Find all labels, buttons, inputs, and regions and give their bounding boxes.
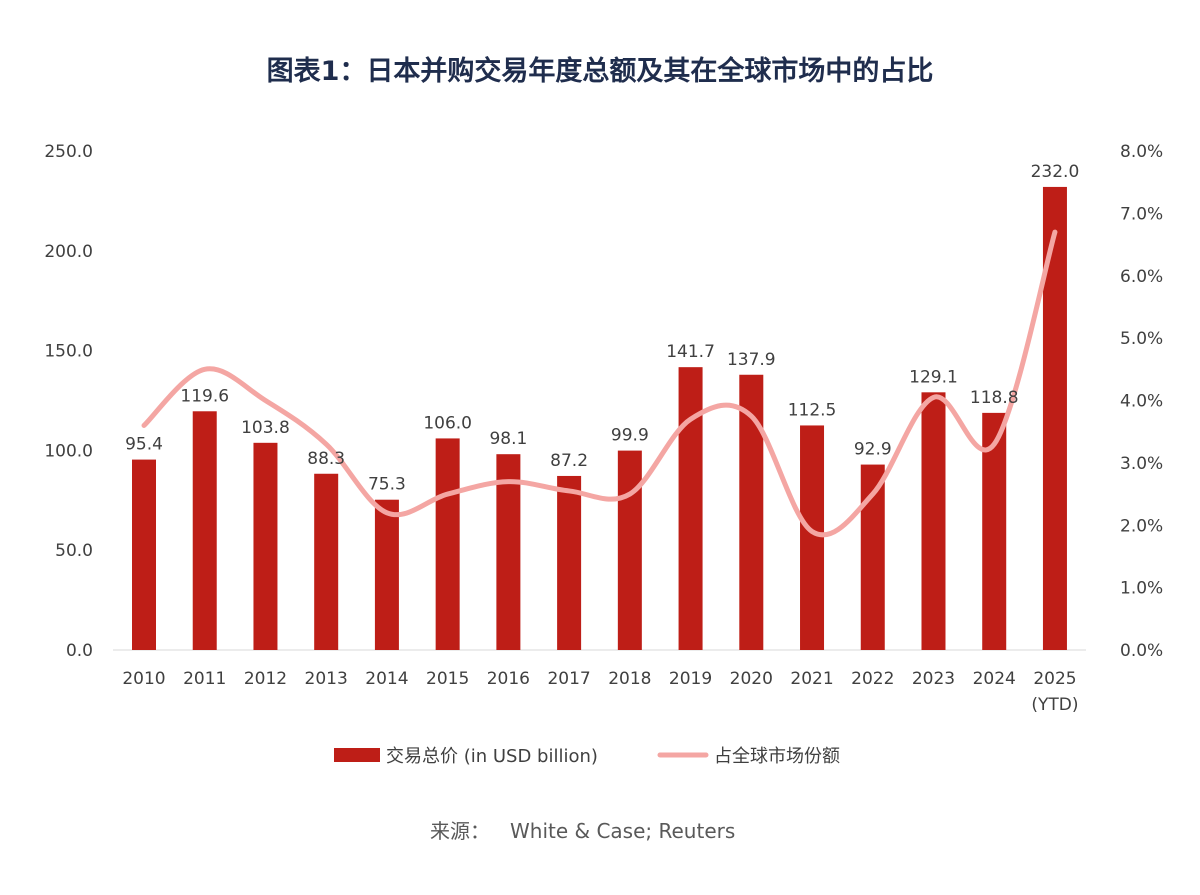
left-tick-label: 100.0 xyxy=(44,441,93,461)
bar xyxy=(921,392,945,650)
left-axis: 0.0 50.0 100.0 150.0 200.0 250.0 xyxy=(44,142,93,661)
bar xyxy=(436,438,460,650)
right-tick-label: 6.0% xyxy=(1120,267,1163,287)
bar xyxy=(193,411,217,650)
bar xyxy=(679,367,703,650)
x-tick-label: 2013 xyxy=(305,669,348,689)
bar xyxy=(557,476,581,650)
right-axis: 0.0% 1.0% 2.0% 3.0% 4.0% 5.0% 6.0% 7.0% 8.0% xyxy=(1120,142,1163,661)
x-tick-label: 2021 xyxy=(790,669,833,689)
x-tick-label: 2010 xyxy=(122,669,165,689)
left-tick-label: 250.0 xyxy=(44,142,93,162)
bar xyxy=(800,425,824,650)
data-label: 92.9 xyxy=(854,440,892,460)
data-label: 129.1 xyxy=(909,367,958,387)
data-label: 112.5 xyxy=(788,400,837,420)
data-label: 137.9 xyxy=(727,350,776,370)
right-tick-label: 4.0% xyxy=(1120,392,1163,412)
right-tick-label: 2.0% xyxy=(1120,516,1163,536)
x-tick-label: 2016 xyxy=(487,669,530,689)
left-tick-label: 50.0 xyxy=(55,541,93,561)
right-tick-label: 0.0% xyxy=(1120,641,1163,661)
source-label: 来源： xyxy=(430,819,490,843)
x-tick-label: 2020 xyxy=(730,669,773,689)
data-label: 95.4 xyxy=(125,435,163,455)
data-label: 141.7 xyxy=(666,342,715,362)
data-label: 232.0 xyxy=(1031,162,1080,182)
right-tick-label: 7.0% xyxy=(1120,204,1163,224)
bar xyxy=(314,474,338,650)
legend: 交易总价 (in USD billion) 占全球市场份额 xyxy=(334,746,840,767)
right-tick-label: 1.0% xyxy=(1120,579,1163,599)
x-tick-label: 2017 xyxy=(547,669,590,689)
x-tick-label: 2012 xyxy=(244,669,287,689)
data-label: 98.1 xyxy=(489,429,527,449)
data-label: 103.8 xyxy=(241,418,290,438)
data-label: 88.3 xyxy=(307,449,345,469)
x-tick-label: 2024 xyxy=(973,669,1016,689)
source-text: White & Case; Reuters xyxy=(510,819,735,843)
x-tick-label: 2025 xyxy=(1033,669,1076,689)
right-tick-label: 5.0% xyxy=(1120,329,1163,349)
x-tick-label: 2019 xyxy=(669,669,712,689)
data-label: 75.3 xyxy=(368,475,406,495)
data-label: 99.9 xyxy=(611,426,649,446)
bar xyxy=(618,451,642,650)
x-tick-label: 2023 xyxy=(912,669,955,689)
left-tick-label: 200.0 xyxy=(44,242,93,262)
data-label: 118.8 xyxy=(970,388,1019,408)
x-tick-label: 2018 xyxy=(608,669,651,689)
legend-swatch-bar xyxy=(334,748,380,762)
data-label: 106.0 xyxy=(423,413,472,433)
legend-label-line: 占全球市场份额 xyxy=(714,746,840,767)
right-tick-label: 3.0% xyxy=(1120,454,1163,474)
bar xyxy=(253,443,277,650)
x-tick-label: 2011 xyxy=(183,669,226,689)
right-tick-label: 8.0% xyxy=(1120,142,1163,162)
left-tick-label: 150.0 xyxy=(44,342,93,362)
data-label: 119.6 xyxy=(180,386,229,406)
x-axis: 2010 2011 2012 2013 2014 2015 2016 2017 2018 2019… xyxy=(122,669,1078,715)
bar xyxy=(132,460,156,650)
x-tick-label: 2015 xyxy=(426,669,469,689)
left-tick-label: 0.0 xyxy=(66,641,93,661)
legend-label-bar: 交易总价 (in USD billion) xyxy=(386,746,598,767)
x-tick-label: 2022 xyxy=(851,669,894,689)
data-label: 87.2 xyxy=(550,451,588,471)
x-tick-sublabel: (YTD) xyxy=(1031,695,1078,715)
chart-title: 图表1：日本并购交易年度总额及其在全球市场中的占比 xyxy=(267,55,934,87)
bar xyxy=(375,500,399,650)
x-tick-label: 2014 xyxy=(365,669,408,689)
